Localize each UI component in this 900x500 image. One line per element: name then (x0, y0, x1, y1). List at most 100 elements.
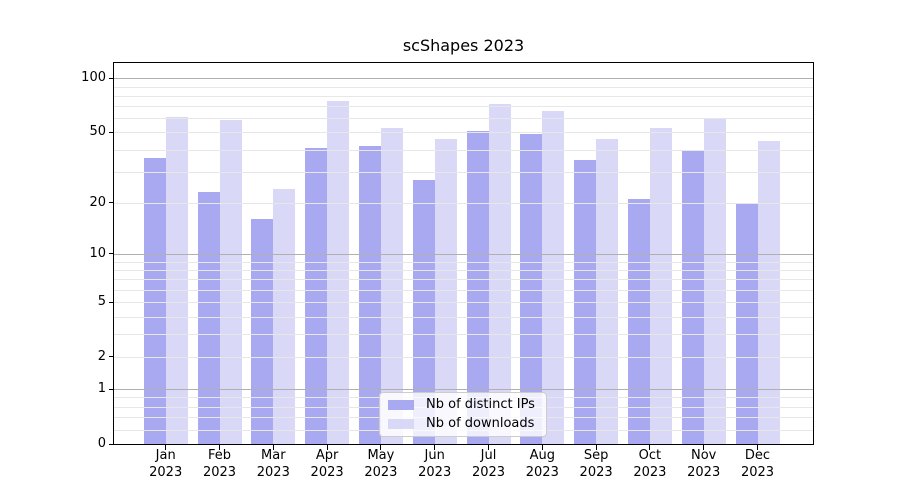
x-tick-year: 2023 (525, 465, 559, 480)
y-tick-mark (109, 202, 114, 204)
x-tick-year: 2023 (149, 465, 183, 480)
x-tick-label: Feb 2023 (193, 447, 247, 481)
x-tick-year: 2023 (687, 465, 721, 480)
y-tick-mark (109, 77, 114, 79)
bar-downloads-7 (488, 104, 511, 444)
gridline-minor (114, 302, 813, 303)
x-tick-year: 2023 (202, 465, 237, 480)
legend-swatch-distinct-ips (388, 400, 414, 410)
bar-ips-2 (197, 192, 220, 444)
x-tick-label: Apr 2023 (300, 447, 354, 481)
x-tick-mark (757, 445, 758, 450)
gridline-minor (114, 334, 813, 336)
gridline-minor (114, 171, 813, 173)
x-tick-mark (434, 445, 436, 450)
bar-ips-7 (466, 130, 489, 444)
legend-item-distinct-ips: Nb of distinct IPs (388, 397, 538, 413)
x-tick-label: Aug 2023 (515, 447, 569, 481)
gridline-major (114, 78, 813, 80)
gridline-minor (114, 261, 813, 263)
x-tick-mark (541, 445, 543, 450)
bar-ips-8 (520, 134, 543, 444)
x-tick-label: Mar 2023 (246, 447, 300, 481)
x-tick-month: Jun (424, 448, 445, 463)
gridline-minor (114, 149, 813, 151)
x-tick-mark (219, 445, 220, 450)
bar-downloads-12 (757, 140, 780, 444)
gridline-minor (114, 106, 813, 108)
x-tick-month: Jul (480, 448, 497, 463)
bar-ips-10 (627, 199, 650, 444)
x-tick-mark (649, 445, 651, 450)
y-tick-label: 20 (89, 194, 106, 210)
x-tick-label: Jul 2023 (462, 447, 516, 481)
bar-downloads-6 (434, 138, 457, 444)
gridline-major (114, 254, 813, 255)
x-tick-year: 2023 (740, 465, 775, 480)
gridline-minor (114, 356, 813, 358)
gridline-minor (114, 202, 813, 204)
x-tick-mark (380, 445, 382, 450)
x-tick-month: Dec (744, 448, 771, 463)
y-tick-label: 10 (89, 245, 106, 261)
gridline-minor (114, 279, 813, 281)
x-tick-label: Jan 2023 (139, 447, 193, 481)
bar-downloads-2 (219, 119, 242, 444)
x-tick-label: Nov 2023 (677, 447, 731, 481)
bar-ips-6 (412, 179, 435, 444)
x-tick-month: Feb (207, 448, 232, 463)
legend-label-distinct-ips: Nb of distinct IPs (426, 397, 535, 412)
y-tick-label: 0 (97, 436, 106, 451)
x-tick-year: 2023 (418, 465, 452, 480)
y-tick-label: 2 (97, 348, 106, 364)
bar-ips-11 (681, 149, 704, 444)
legend-swatch-downloads (388, 419, 414, 429)
bar-downloads-8 (542, 110, 565, 444)
bar-downloads-9 (596, 138, 619, 444)
x-tick-year: 2023 (364, 465, 398, 480)
bar-downloads-5 (380, 127, 403, 444)
y-tick-mark (109, 388, 114, 390)
gridline-minor (114, 86, 813, 88)
y-tick-label: 50 (89, 124, 106, 140)
x-tick-mark (595, 445, 597, 450)
legend-label-downloads: Nb of downloads (426, 416, 535, 431)
x-tick-label: May 2023 (354, 447, 408, 481)
x-tick-month: Oct (638, 448, 662, 463)
x-tick-month: Mar (261, 448, 286, 463)
bar-downloads-11 (703, 118, 726, 444)
x-tick-mark (165, 445, 167, 450)
y-tick-mark (109, 443, 114, 445)
x-tick-month: Apr (315, 448, 339, 463)
x-tick-mark (272, 445, 274, 450)
x-tick-month: Jan (155, 448, 176, 463)
bar-ips-1 (143, 157, 166, 444)
plot-area (114, 63, 813, 444)
x-tick-mark (488, 445, 489, 450)
gridline-minor (114, 289, 813, 291)
x-tick-year: 2023 (310, 465, 344, 480)
gridline-major (114, 389, 813, 391)
bar-downloads-1 (165, 116, 188, 444)
gridline-minor (114, 95, 813, 97)
x-tick-year: 2023 (471, 465, 506, 480)
y-tick-mark (109, 253, 114, 255)
gridline-minor (114, 316, 813, 318)
y-tick-label: 5 (97, 294, 106, 310)
y-tick-mark (109, 356, 114, 358)
gridline-minor (114, 118, 813, 120)
bar-ips-3 (251, 219, 274, 444)
bar-ips-4 (305, 147, 328, 444)
x-tick-month: May (367, 448, 395, 463)
bar-downloads-4 (327, 100, 350, 444)
x-tick-label: Sep 2023 (569, 447, 623, 481)
y-tick-label: 100 (81, 70, 106, 86)
x-tick-label: Dec 2023 (731, 447, 785, 481)
x-tick-month: Nov (691, 448, 717, 463)
legend-item-downloads: Nb of downloads (388, 416, 538, 432)
y-tick-mark (109, 301, 114, 303)
bar-ips-5 (358, 145, 381, 444)
y-tick-label: 1 (97, 381, 106, 397)
x-tick-mark (326, 445, 328, 450)
